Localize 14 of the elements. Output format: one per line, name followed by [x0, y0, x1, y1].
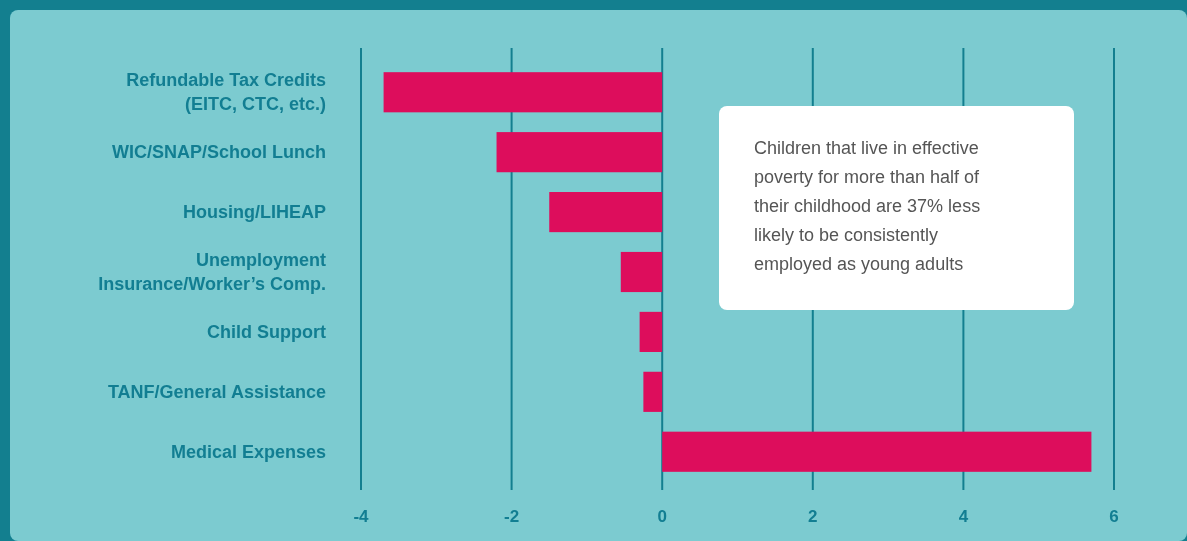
x-tick-label: 6 — [1109, 507, 1119, 526]
x-tick-label: -4 — [353, 507, 370, 526]
x-tick-label: 4 — [958, 507, 969, 526]
x-tick-label: 0 — [657, 507, 667, 526]
y-tick-label: Refundable Tax Credits (EITC, CTC, etc.) — [126, 70, 326, 115]
y-tick-label: Housing/LIHEAP — [183, 202, 326, 223]
x-tick-label: -2 — [504, 507, 520, 526]
annotation: Children that live in effective poverty for more than half of their childhood are 37% less likely to be consistently employed as young adults — [754, 138, 981, 274]
y-tick-label: TANF/General Assistance — [107, 381, 326, 402]
y-tick-label: Unemployment Insurance/Worker’s Comp. — [98, 250, 326, 294]
y-tick-label: Medical Expenses — [170, 441, 326, 462]
y-tick-label: Child Support — [207, 321, 326, 342]
y-tick-label: WIC/SNAP/School Lunch — [112, 142, 326, 163]
x-tick-label: 2 — [808, 507, 818, 526]
